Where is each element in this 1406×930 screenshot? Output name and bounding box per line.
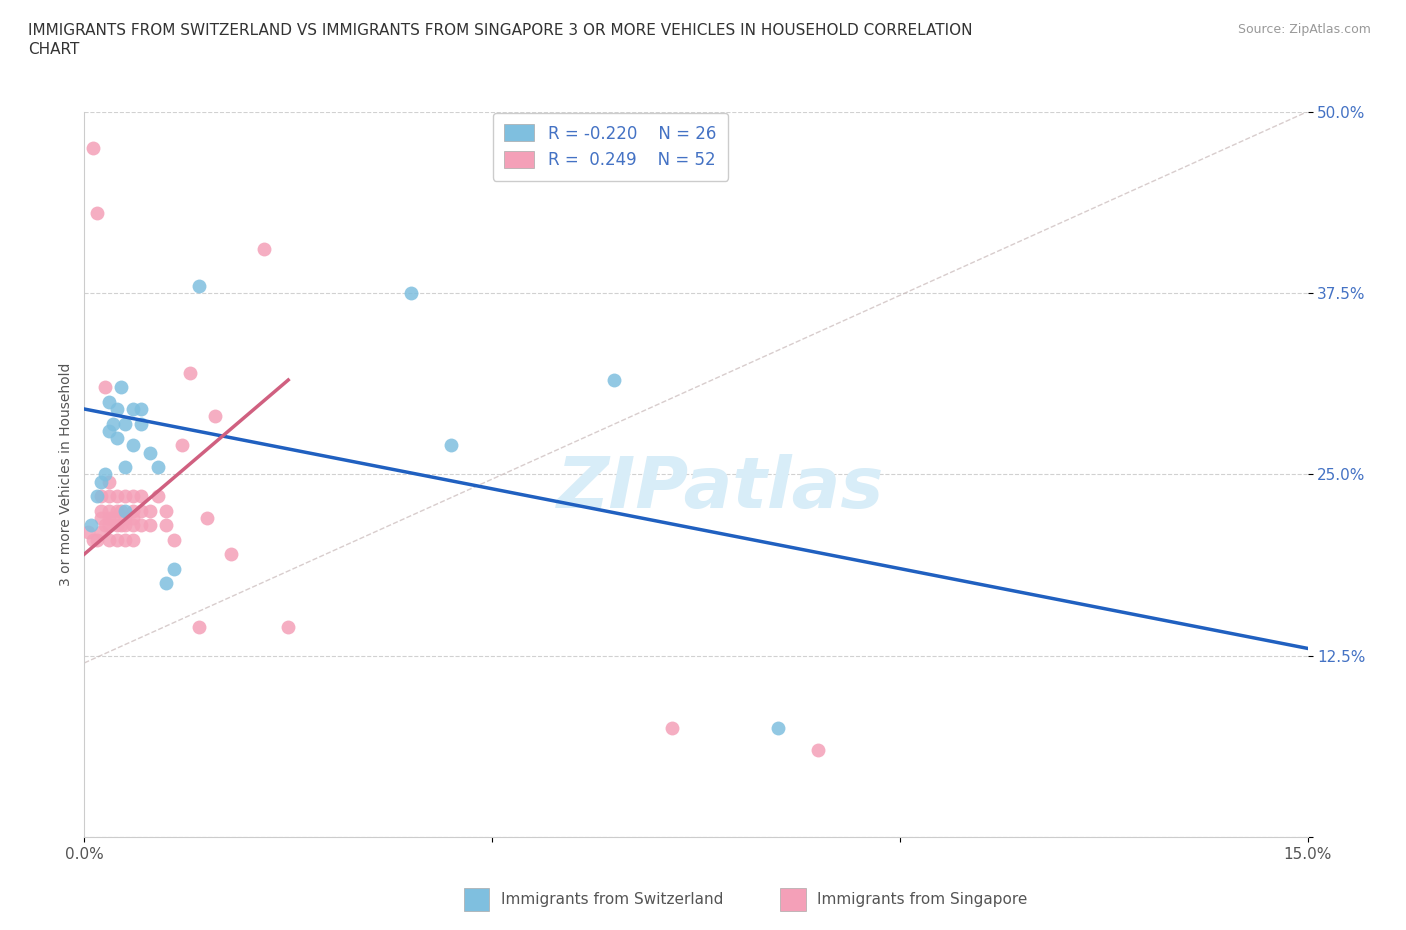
Point bbox=[122, 518, 145, 533]
Point bbox=[603, 373, 626, 388]
Point bbox=[86, 532, 108, 547]
Point bbox=[138, 518, 160, 533]
Point bbox=[105, 431, 128, 445]
Point bbox=[97, 532, 120, 547]
Point bbox=[155, 518, 177, 533]
Point bbox=[97, 503, 120, 518]
Point bbox=[122, 532, 145, 547]
Point bbox=[105, 532, 128, 547]
Point bbox=[90, 474, 112, 489]
Point bbox=[105, 503, 128, 518]
Point bbox=[131, 488, 153, 503]
Point bbox=[90, 525, 112, 539]
Point bbox=[114, 518, 136, 533]
Point bbox=[110, 379, 132, 394]
Point bbox=[122, 402, 145, 417]
Point bbox=[101, 416, 124, 431]
Point bbox=[146, 459, 169, 474]
Point bbox=[105, 518, 128, 533]
Point bbox=[97, 518, 120, 533]
Point bbox=[195, 511, 218, 525]
Point bbox=[110, 518, 132, 533]
Point bbox=[90, 488, 112, 503]
Point bbox=[277, 619, 299, 634]
Point bbox=[807, 742, 830, 757]
Point bbox=[122, 511, 145, 525]
Point bbox=[80, 518, 103, 533]
Point bbox=[122, 503, 145, 518]
Point bbox=[766, 721, 789, 736]
Point bbox=[204, 409, 226, 424]
Point bbox=[90, 511, 112, 525]
Point bbox=[105, 488, 128, 503]
Point bbox=[97, 474, 120, 489]
Point bbox=[97, 511, 120, 525]
Text: CHART: CHART bbox=[28, 42, 80, 57]
Point bbox=[114, 503, 136, 518]
Point bbox=[114, 459, 136, 474]
Point bbox=[97, 394, 120, 409]
Point bbox=[131, 518, 153, 533]
Text: IMMIGRANTS FROM SWITZERLAND VS IMMIGRANTS FROM SINGAPORE 3 OR MORE VEHICLES IN H: IMMIGRANTS FROM SWITZERLAND VS IMMIGRANT… bbox=[28, 23, 973, 38]
Point bbox=[219, 547, 242, 562]
Point bbox=[114, 511, 136, 525]
Point bbox=[110, 503, 132, 518]
Point bbox=[155, 576, 177, 591]
Point bbox=[131, 402, 153, 417]
Point bbox=[138, 445, 160, 460]
Point bbox=[93, 518, 115, 533]
Point bbox=[105, 402, 128, 417]
Point bbox=[661, 721, 683, 736]
Point bbox=[97, 488, 120, 503]
Point bbox=[93, 467, 115, 482]
Point bbox=[93, 379, 115, 394]
Text: ZIPatlas: ZIPatlas bbox=[557, 455, 884, 524]
Point bbox=[440, 438, 463, 453]
Point bbox=[146, 488, 169, 503]
Point bbox=[97, 423, 120, 438]
Y-axis label: 3 or more Vehicles in Household: 3 or more Vehicles in Household bbox=[59, 363, 73, 586]
Point bbox=[114, 416, 136, 431]
Point bbox=[179, 365, 201, 380]
Point bbox=[187, 278, 209, 293]
Point bbox=[138, 503, 160, 518]
Point bbox=[163, 532, 186, 547]
Text: Immigrants from Switzerland: Immigrants from Switzerland bbox=[501, 892, 723, 907]
Point bbox=[172, 438, 194, 453]
Point bbox=[86, 488, 108, 503]
Point bbox=[82, 532, 104, 547]
Legend: R = -0.220    N = 26, R =  0.249    N = 52: R = -0.220 N = 26, R = 0.249 N = 52 bbox=[494, 113, 728, 180]
Point bbox=[399, 286, 422, 300]
Point bbox=[122, 488, 145, 503]
Point bbox=[90, 503, 112, 518]
Point bbox=[114, 532, 136, 547]
Point bbox=[86, 206, 108, 220]
Point bbox=[155, 503, 177, 518]
Point bbox=[187, 619, 209, 634]
Point bbox=[82, 140, 104, 155]
Point bbox=[114, 488, 136, 503]
Point bbox=[163, 561, 186, 576]
Text: Source: ZipAtlas.com: Source: ZipAtlas.com bbox=[1237, 23, 1371, 36]
Point bbox=[131, 503, 153, 518]
Point bbox=[101, 511, 124, 525]
Text: Immigrants from Singapore: Immigrants from Singapore bbox=[817, 892, 1028, 907]
Point bbox=[131, 416, 153, 431]
Point bbox=[77, 525, 100, 539]
Point bbox=[122, 438, 145, 453]
Point bbox=[253, 242, 276, 257]
